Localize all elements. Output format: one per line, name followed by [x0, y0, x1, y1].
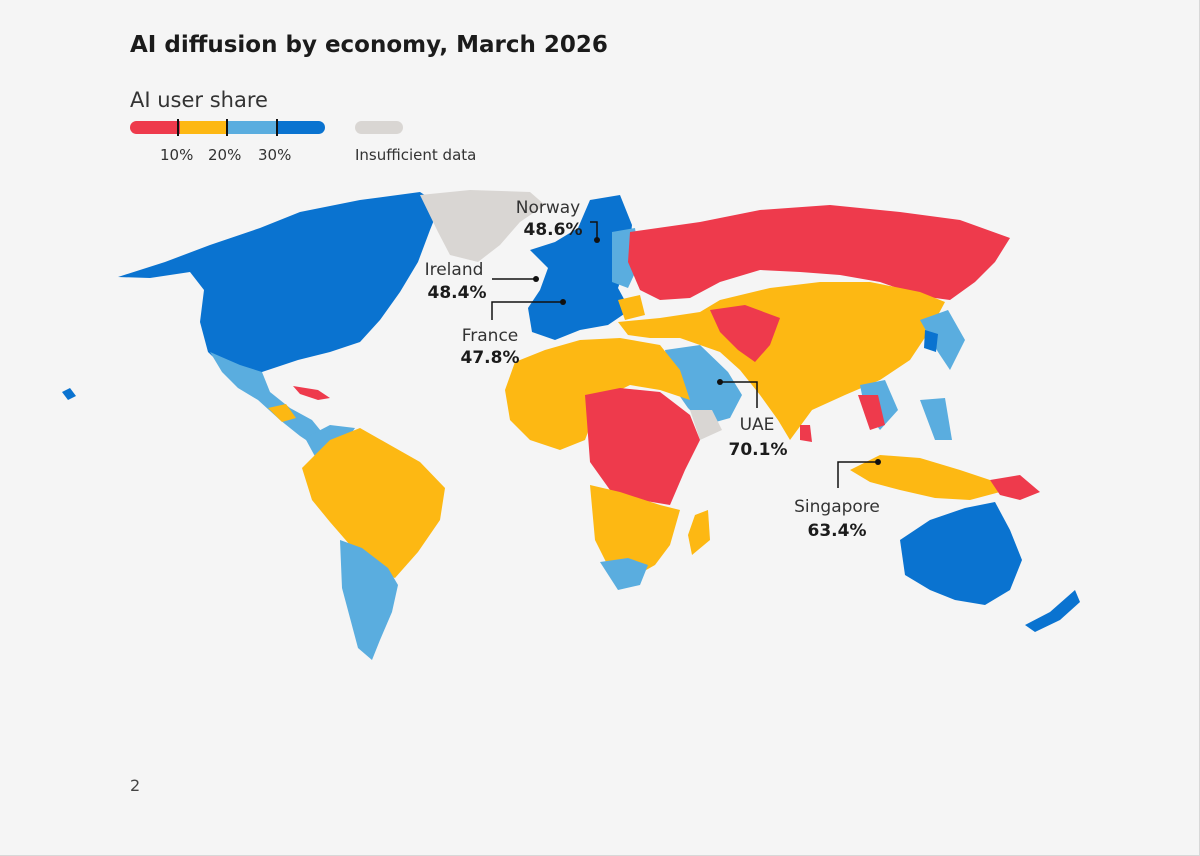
region-europe-west [528, 195, 632, 340]
legend-no-data-label: Insufficient data [355, 146, 477, 164]
region-canada-usa [118, 192, 440, 378]
region-east-asia-blue [920, 310, 965, 370]
region-yemen-oman [690, 410, 722, 440]
callout-value-france: 47.8% [461, 348, 520, 368]
callout-name-norway: Norway [516, 198, 581, 218]
legend-tick [226, 119, 228, 136]
region-australia [900, 502, 1022, 605]
legend-tick [276, 119, 278, 136]
region-indochina-red [858, 395, 885, 430]
callout-name-singapore: Singapore [794, 497, 880, 517]
callout-value-norway: 48.6% [524, 220, 583, 240]
legend-tick-label: 20% [208, 146, 242, 164]
region-greenland [420, 190, 545, 262]
region-philippines [920, 398, 952, 440]
region-korea [924, 330, 938, 352]
region-sri-lanka [800, 425, 812, 442]
legend-tick-label: 30% [258, 146, 292, 164]
legend-swatch-mid-low [178, 121, 228, 134]
legend-title: AI user share [130, 88, 268, 112]
page-title: AI diffusion by economy, March 2026 [130, 32, 608, 58]
region-mexico-central [210, 352, 325, 448]
region-papua [990, 475, 1040, 500]
callout-value-uae: 70.1% [729, 440, 788, 460]
legend-tick [177, 119, 179, 136]
region-caribbean [293, 386, 330, 400]
callout-value-ireland: 48.4% [428, 283, 487, 303]
region-central-asia-turkey [618, 282, 945, 440]
region-africa-central [585, 388, 700, 505]
legend-swatch-low-cap [140, 121, 180, 134]
region-arabia [665, 345, 742, 425]
region-new-zealand [1025, 590, 1080, 632]
callout-pointer-norway [590, 221, 600, 243]
callout-value-singapore: 63.4% [808, 521, 867, 541]
region-africa-south [590, 485, 680, 578]
callout-pointer-uae [717, 379, 758, 408]
legend-swatch-mid-high [226, 121, 278, 134]
region-indonesia [850, 455, 1000, 500]
region-madagascar [688, 510, 710, 555]
region-south-africa [600, 558, 648, 590]
region-europe-yellow [618, 295, 645, 320]
region-south-america-south [340, 540, 398, 660]
region-alaska-islands [62, 388, 76, 400]
region-central-yellow [268, 404, 296, 422]
callout-name-ireland: Ireland [425, 260, 484, 280]
region-iran-afghanistan [710, 305, 780, 362]
page-number: 2 [130, 776, 141, 795]
legend-tick-label: 10% [160, 146, 194, 164]
legend-swatch-high-cap [276, 121, 306, 134]
callout-pointer-france [491, 299, 566, 320]
callout-pointer-singapore [837, 459, 881, 488]
region-brazil [302, 428, 445, 578]
callout-name-france: France [462, 326, 519, 346]
callout-pointer-ireland [492, 276, 539, 282]
region-russia [628, 205, 1010, 300]
callout-name-uae: UAE [740, 415, 775, 435]
legend-swatch-no-data [355, 121, 403, 134]
